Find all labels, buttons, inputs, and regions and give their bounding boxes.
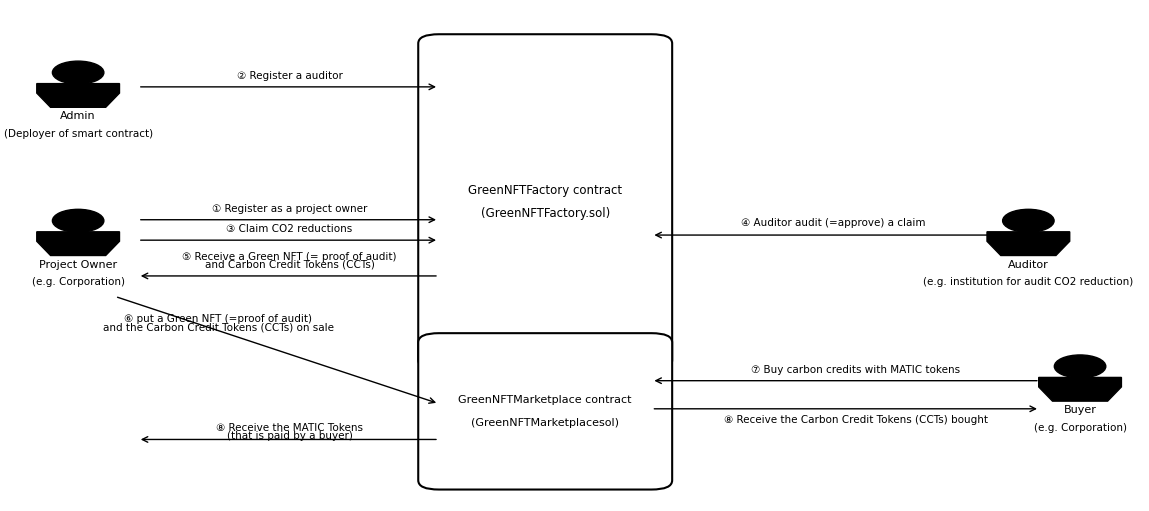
Polygon shape [37,232,119,256]
Text: Auditor: Auditor [1008,260,1049,270]
Text: GreenNFTFactory contract: GreenNFTFactory contract [468,184,623,197]
Text: (Deployer of smart contract): (Deployer of smart contract) [3,129,153,139]
Circle shape [1003,210,1054,232]
Text: and the Carbon Credit Tokens (CCTs) on sale: and the Carbon Credit Tokens (CCTs) on s… [102,322,334,333]
Text: (GreenNFTMarketplacesol): (GreenNFTMarketplacesol) [471,417,619,428]
Text: ⑦ Buy carbon credits with MATIC tokens: ⑦ Buy carbon credits with MATIC tokens [751,364,961,375]
Text: (that is paid by a buyer): (that is paid by a buyer) [226,431,353,441]
Text: ④ Auditor audit (=approve) a claim: ④ Auditor audit (=approve) a claim [741,218,925,228]
Text: ⑥ put a Green NFT (=proof of audit): ⑥ put a Green NFT (=proof of audit) [124,314,313,324]
Text: and Carbon Credit Tokens (CCTs): and Carbon Credit Tokens (CCTs) [205,260,375,270]
Text: (e.g. Corporation): (e.g. Corporation) [1034,423,1126,433]
Polygon shape [987,232,1070,256]
Text: (e.g. Corporation): (e.g. Corporation) [32,277,124,287]
Polygon shape [37,84,119,107]
FancyBboxPatch shape [418,333,672,490]
Text: (GreenNFTFactory.sol): (GreenNFTFactory.sol) [480,206,610,220]
Text: Admin: Admin [60,111,97,122]
Polygon shape [1039,378,1121,401]
Text: GreenNFTMarketplace contract: GreenNFTMarketplace contract [458,395,632,405]
Text: Project Owner: Project Owner [39,260,117,270]
Text: ② Register a auditor: ② Register a auditor [237,71,342,81]
Text: ⑧ Receive the MATIC Tokens: ⑧ Receive the MATIC Tokens [216,423,363,433]
Circle shape [53,210,103,232]
Text: Buyer: Buyer [1064,405,1096,415]
Text: ⑤ Receive a Green NFT (= proof of audit): ⑤ Receive a Green NFT (= proof of audit) [183,251,396,262]
Text: ③ Claim CO2 reductions: ③ Claim CO2 reductions [226,224,353,234]
Circle shape [53,61,103,84]
Circle shape [1055,355,1105,378]
Text: ① Register as a project owner: ① Register as a project owner [211,203,368,214]
Text: ⑧ Receive the Carbon Credit Tokens (CCTs) bought: ⑧ Receive the Carbon Credit Tokens (CCTs… [724,415,988,426]
FancyBboxPatch shape [418,34,672,369]
Text: (e.g. institution for audit CO2 reduction): (e.g. institution for audit CO2 reductio… [924,277,1133,287]
